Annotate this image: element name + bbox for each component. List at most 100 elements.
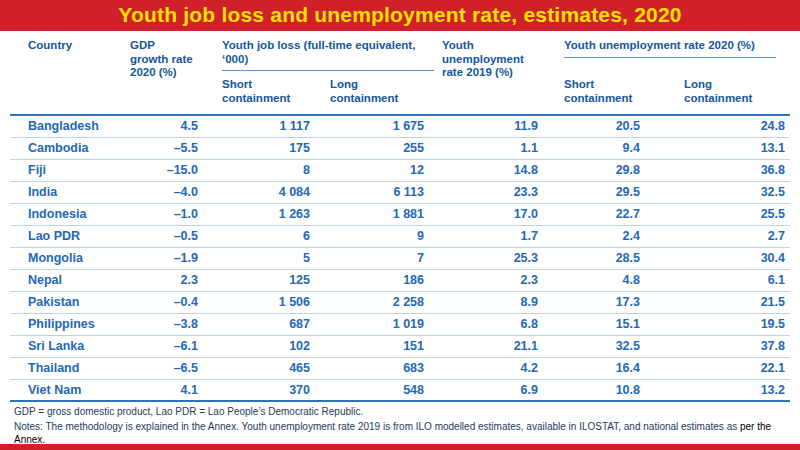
table-row: Nepal2.31251862.34.86.1 [10, 269, 790, 291]
table-header: Country GDP growth rate 2020 (%) Youth j… [10, 33, 790, 115]
cell-gdp: –6.1 [122, 335, 214, 357]
page-title: Youth job loss and unemployment rate, es… [0, 0, 800, 30]
cell-jl_long: 186 [322, 269, 434, 291]
cell-country: Cambodia [10, 137, 122, 159]
col-header-jobloss-short: Short containment [214, 71, 322, 115]
cell-country: Bangladesh [10, 115, 122, 137]
cell-u_long: 19.5 [668, 313, 790, 335]
cell-u2019: 6.8 [434, 313, 546, 335]
cell-u_long: 30.4 [668, 247, 790, 269]
col-header-unemp-2019-label: Youth unemployment rate 2019 (%) [442, 39, 546, 80]
table-row: Sri Lanka–6.110215121.132.537.8 [10, 335, 790, 357]
col-header-jobloss-long-label: Long containment [330, 78, 412, 105]
cell-u_long: 32.5 [668, 181, 790, 203]
table-row: India–4.04 0846 11323.329.532.5 [10, 181, 790, 203]
cell-jl_short: 465 [214, 357, 322, 379]
cell-country: Lao PDR [10, 225, 122, 247]
cell-country: Fiji [10, 159, 122, 181]
cell-jl_short: 1 263 [214, 203, 322, 225]
cell-gdp: –5.5 [122, 137, 214, 159]
cell-jl_short: 175 [214, 137, 322, 159]
cell-jl_short: 125 [214, 269, 322, 291]
cell-jl_short: 5 [214, 247, 322, 269]
cell-u2019: 4.2 [434, 357, 546, 379]
cell-jl_long: 2 258 [322, 291, 434, 313]
cell-country: Sri Lanka [10, 335, 122, 357]
cell-u_short: 17.3 [546, 291, 668, 313]
cell-u2019: 14.8 [434, 159, 546, 181]
cell-gdp: –0.5 [122, 225, 214, 247]
cell-u_long: 13.2 [668, 379, 790, 401]
cell-u_short: 28.5 [546, 247, 668, 269]
table-row: Thailand–6.54656834.216.422.1 [10, 357, 790, 379]
cell-u_short: 32.5 [546, 335, 668, 357]
cell-gdp: –1.9 [122, 247, 214, 269]
cell-gdp: –6.5 [122, 357, 214, 379]
table-row: Mongolia–1.95725.328.530.4 [10, 247, 790, 269]
abbreviations-note: GDP = gross domestic product, Lao PDR = … [14, 406, 794, 419]
cell-country: Thailand [10, 357, 122, 379]
table-row: Philippines–3.86871 0196.815.119.5 [10, 313, 790, 335]
col-group-job-loss: Youth job loss (full-time equivalent, ‘0… [214, 33, 434, 71]
cell-jl_short: 1 506 [214, 291, 322, 313]
cell-u_short: 2.4 [546, 225, 668, 247]
cell-u_long: 25.5 [668, 203, 790, 225]
cell-jl_long: 548 [322, 379, 434, 401]
col-header-jobloss-long: Long containment [322, 71, 434, 115]
cell-country: Indonesia [10, 203, 122, 225]
cell-jl_long: 1 675 [322, 115, 434, 137]
cell-jl_long: 151 [322, 335, 434, 357]
title-banner: Youth job loss and unemployment rate, es… [0, 0, 800, 31]
cell-jl_long: 1 019 [322, 313, 434, 335]
cell-gdp: 4.5 [122, 115, 214, 137]
cell-jl_short: 8 [214, 159, 322, 181]
col-header-country-label: Country [28, 39, 122, 53]
cell-jl_short: 370 [214, 379, 322, 401]
cell-country: Nepal [10, 269, 122, 291]
table-row: Bangladesh4.51 1171 67511.920.524.8 [10, 115, 790, 137]
cell-jl_long: 1 881 [322, 203, 434, 225]
cell-jl_short: 1 117 [214, 115, 322, 137]
cell-jl_short: 4 084 [214, 181, 322, 203]
col-header-unemp-long: Long containment [668, 71, 790, 115]
cell-u2019: 23.3 [434, 181, 546, 203]
data-table-container: Country GDP growth rate 2020 (%) Youth j… [10, 33, 790, 402]
cell-u_short: 20.5 [546, 115, 668, 137]
table-row: Pakistan–0.41 5062 2588.917.321.5 [10, 291, 790, 313]
bottom-red-strip [0, 444, 800, 450]
col-group-job-loss-label: Youth job loss (full-time equivalent, ‘0… [222, 39, 434, 71]
cell-gdp: –4.0 [122, 181, 214, 203]
col-group-unemp-2020: Youth unemployment rate 2020 (%) [546, 33, 790, 71]
cell-jl_long: 6 113 [322, 181, 434, 203]
table-row: Viet Nam4.13705486.910.813.2 [10, 379, 790, 401]
table-row: Fiji–15.081214.829.836.8 [10, 159, 790, 181]
cell-country: Mongolia [10, 247, 122, 269]
col-group-unemp-2020-label: Youth unemployment rate 2020 (%) [564, 39, 776, 58]
cell-u_long: 6.1 [668, 269, 790, 291]
col-header-unemp-short-label: Short containment [564, 78, 646, 105]
cell-u_short: 15.1 [546, 313, 668, 335]
cell-u2019: 11.9 [434, 115, 546, 137]
col-header-unemp-long-label: Long containment [684, 78, 766, 105]
cell-u2019: 25.3 [434, 247, 546, 269]
cell-country: Philippines [10, 313, 122, 335]
cell-u_long: 36.8 [668, 159, 790, 181]
cell-gdp: –15.0 [122, 159, 214, 181]
cell-gdp: 4.1 [122, 379, 214, 401]
cell-gdp: –0.4 [122, 291, 214, 313]
cell-u_long: 2.7 [668, 225, 790, 247]
cell-gdp: 2.3 [122, 269, 214, 291]
cell-jl_short: 102 [214, 335, 322, 357]
cell-u2019: 8.9 [434, 291, 546, 313]
cell-country: India [10, 181, 122, 203]
col-header-gdp-label: GDP growth rate 2020 (%) [130, 39, 194, 80]
col-header-gdp: GDP growth rate 2020 (%) [122, 33, 214, 115]
col-header-country: Country [10, 33, 122, 115]
cell-u_long: 21.5 [668, 291, 790, 313]
cell-gdp: –3.8 [122, 313, 214, 335]
col-header-unemp-2019: Youth unemployment rate 2019 (%) [434, 33, 546, 115]
cell-u2019: 1.1 [434, 137, 546, 159]
cell-u2019: 2.3 [434, 269, 546, 291]
cell-u_short: 29.8 [546, 159, 668, 181]
cell-u_short: 10.8 [546, 379, 668, 401]
